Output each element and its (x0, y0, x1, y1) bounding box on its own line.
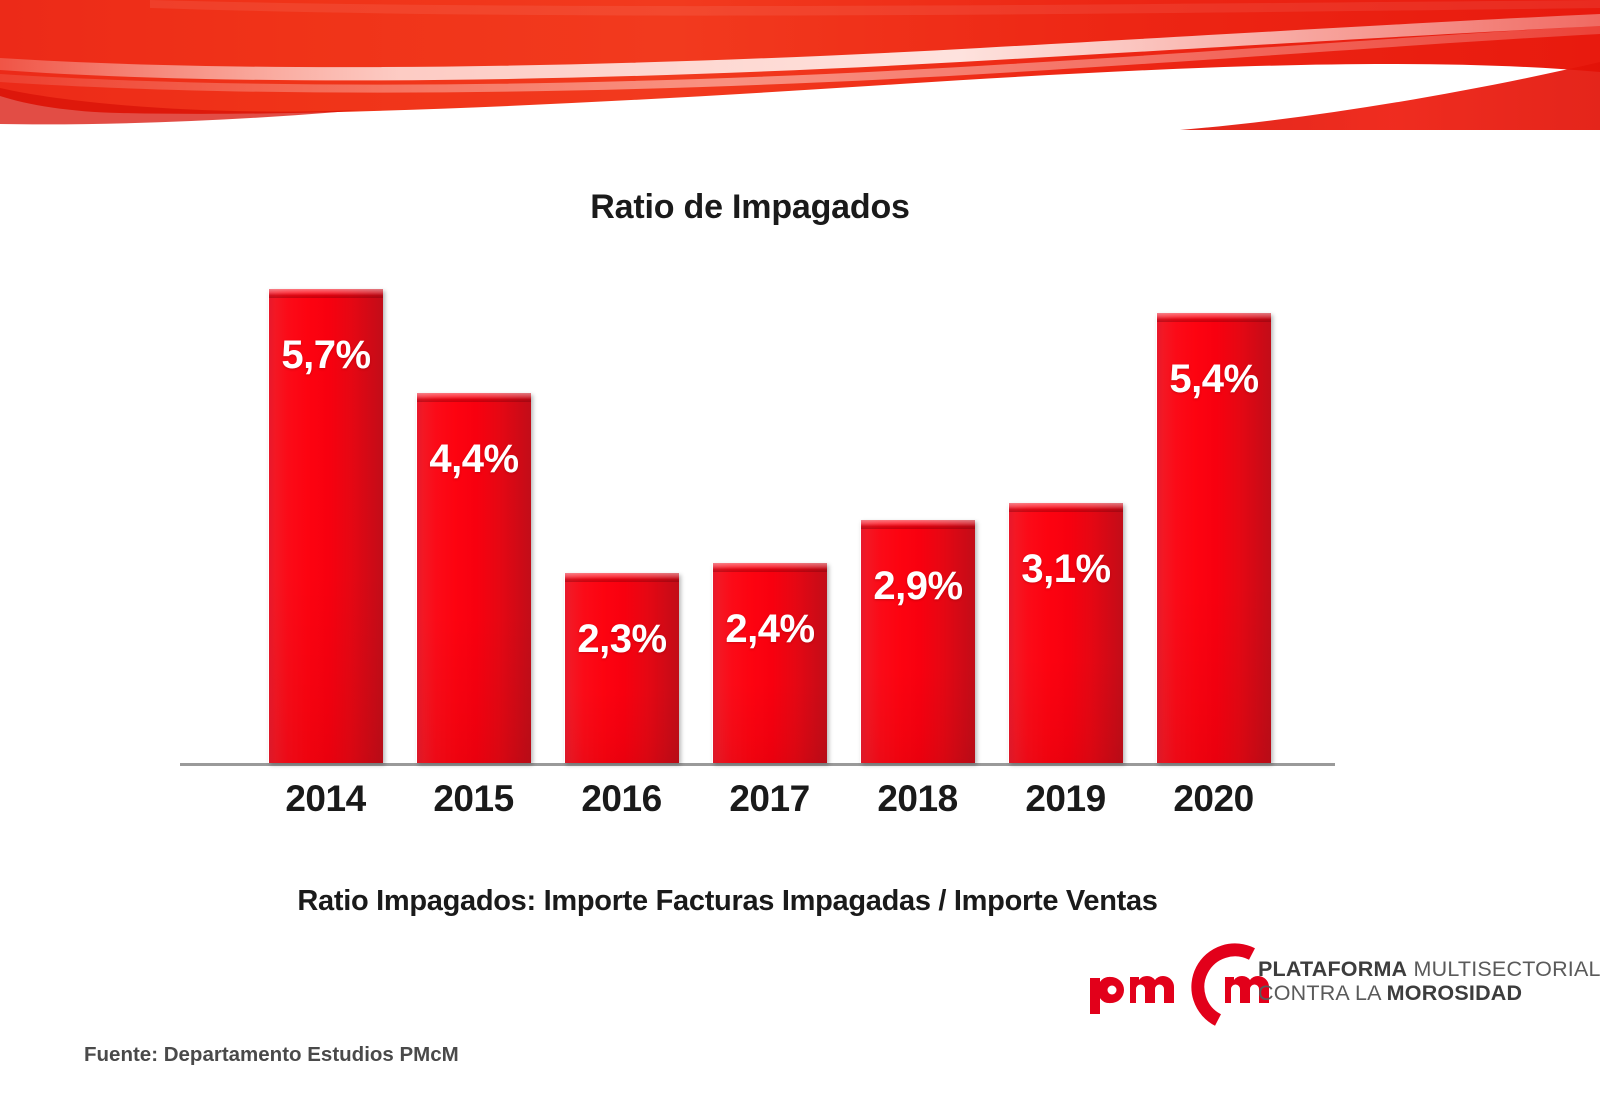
bar-value-label: 2,3% (577, 617, 667, 661)
bar-value-label: 5,4% (1169, 357, 1259, 401)
bar-group-2017: 2,4% (712, 563, 827, 763)
x-tick-2019: 2019 (1025, 778, 1106, 819)
x-tick-2018: 2018 (877, 778, 958, 819)
chart-plot-area: 5,7% 4,4% 2,3% 2,4% 2,9% (180, 250, 1335, 766)
bar-value-label: 2,4% (725, 607, 815, 651)
x-tick-2016: 2016 (581, 778, 662, 819)
x-tick-2017: 2017 (729, 778, 810, 819)
header-banner (0, 0, 1600, 130)
chart-title: Ratio de Impagados (590, 188, 910, 226)
bar-group-2015: 4,4% (416, 393, 531, 763)
chart-caption: Ratio Impagados: Importe Facturas Impaga… (297, 885, 1158, 917)
bar-2016[interactable]: 2,3% (564, 573, 679, 763)
logo-line-1: PLATAFORMA MULTISECTORIAL (1258, 957, 1600, 981)
x-tick-2014: 2014 (285, 778, 366, 819)
pmcm-logo: PLATAFORMA MULTISECTORIAL CONTRA LA MORO… (1072, 932, 1600, 1032)
header-banner-graphic (0, 0, 1600, 130)
bar-value-label: 5,7% (281, 333, 371, 377)
bar-group-2018: 2,9% (860, 520, 975, 763)
bar-2018[interactable]: 2,9% (860, 520, 975, 763)
logo-multisectorial: MULTISECTORIAL (1413, 957, 1600, 981)
logo-morosidad: MOROSIDAD (1386, 981, 1523, 1006)
bar-2020[interactable]: 5,4% (1156, 313, 1271, 763)
bar-group-2019: 3,1% (1008, 503, 1123, 763)
bar-group-2014: 5,7% (268, 289, 383, 763)
bar-value-label: 2,9% (873, 564, 963, 608)
x-axis-labels: 2014 2015 2016 2017 2018 2019 2020 (268, 778, 1331, 820)
bar-2017[interactable]: 2,4% (712, 563, 827, 763)
pmcm-logo-mark (1090, 943, 1269, 1026)
x-axis-line (180, 763, 1335, 766)
bar-series: 5,7% 4,4% 2,3% 2,4% 2,9% (268, 250, 1331, 763)
x-tick-2020: 2020 (1173, 778, 1254, 819)
bar-value-label: 3,1% (1021, 547, 1111, 591)
bar-value-label: 4,4% (429, 437, 519, 481)
bar-2019[interactable]: 3,1% (1008, 503, 1123, 763)
logo-contra-la: CONTRA LA (1258, 981, 1381, 1006)
x-tick-2015: 2015 (433, 778, 514, 819)
logo-line-2: CONTRA LA MOROSIDAD (1258, 981, 1600, 1005)
bar-2015[interactable]: 4,4% (416, 393, 531, 763)
bar-2014[interactable]: 5,7% (268, 289, 383, 763)
bar-group-2016: 2,3% (564, 573, 679, 763)
logo-plataforma: PLATAFORMA (1258, 957, 1408, 981)
pmcm-logo-text: PLATAFORMA MULTISECTORIAL CONTRA LA MORO… (1258, 957, 1600, 1005)
bar-group-2020: 5,4% (1156, 313, 1271, 763)
source-note: Fuente: Departamento Estudios PMcM (84, 1043, 459, 1066)
